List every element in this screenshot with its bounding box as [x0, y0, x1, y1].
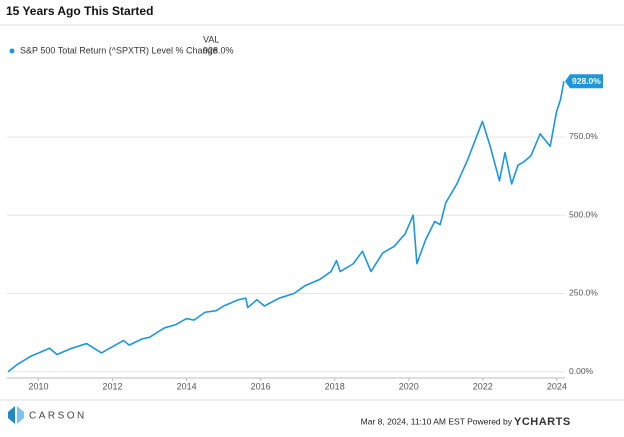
legend-value: 928.0% [203, 45, 234, 55]
y-tick-label: 0.00% [569, 366, 594, 376]
chart-title: 15 Years Ago This Started [6, 4, 153, 18]
logo-text: CARSON [29, 411, 87, 422]
x-tick-label: 2020 [399, 381, 419, 391]
y-tick-label: 500.0% [569, 209, 598, 219]
logo-mark [8, 406, 15, 424]
footer-brand: YCHARTS [514, 416, 571, 428]
x-tick-label: 2024 [547, 381, 567, 391]
x-tick-label: 2010 [28, 381, 48, 391]
x-tick-label: 2018 [325, 381, 345, 391]
legend-marker [9, 48, 15, 54]
x-tick-label: 2014 [177, 381, 197, 391]
x-tick-label: 2022 [473, 381, 493, 391]
footer-stamp: Mar 8, 2024, 11:10 AM EST Powered by [361, 416, 513, 426]
legend-header: VAL [203, 34, 219, 44]
logo-mark [17, 406, 24, 424]
end-value-tag [565, 74, 603, 89]
end-value-label: 928.0% [572, 76, 601, 86]
carson-logo: CARSON [8, 406, 87, 424]
y-tick-label: 250.0% [569, 288, 598, 298]
y-tick-label: 750.0% [569, 131, 598, 141]
x-tick-label: 2016 [251, 381, 271, 391]
x-tick-label: 2012 [103, 381, 123, 391]
series-line [7, 81, 565, 373]
legend-label: S&P 500 Total Return (^SPXTR) Level % Ch… [20, 45, 218, 55]
